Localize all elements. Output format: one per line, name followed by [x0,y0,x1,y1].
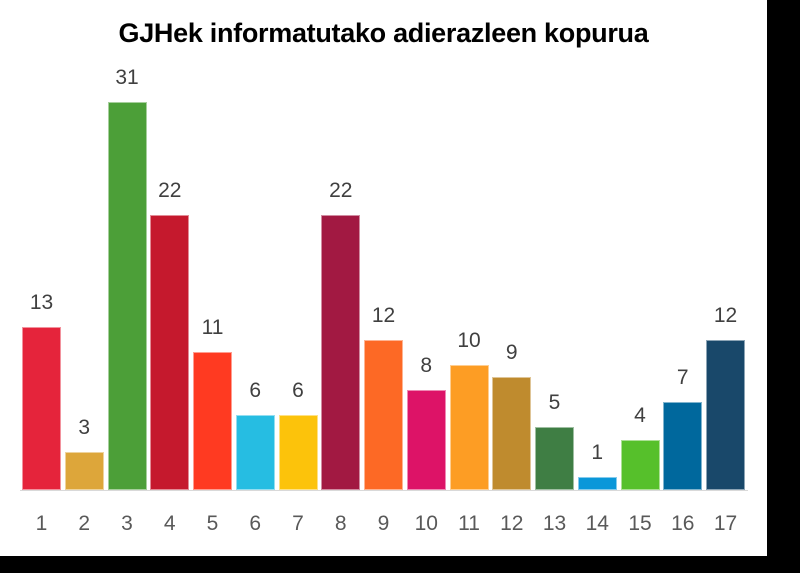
bar-6 [235,414,275,490]
bar-7 [278,414,318,490]
bar-8 [321,214,361,490]
x-tick-label: 2 [78,512,91,535]
x-axis-line [20,490,748,491]
data-label: 22 [158,178,182,202]
bar-11 [449,364,489,490]
x-tick-label: 7 [292,512,304,535]
data-label: 5 [548,391,561,415]
x-tick-label: 13 [542,512,567,535]
x-tick-label: 14 [585,512,609,535]
x-tick-label: 3 [121,512,133,535]
plot-area: 13 1 3 2 31 3 22 4 11 5 6 6 6 7 22 8 12 9 8 10 10 11 9 12 5 13 1 14… [20,65,748,535]
data-label: 8 [420,353,433,377]
x-tick-label: 1 [35,512,48,535]
data-label: 13 [29,291,54,315]
x-tick-label: 15 [628,512,652,535]
data-label: 9 [505,341,518,365]
x-tick-label: 10 [414,512,438,535]
data-label: 12 [713,303,738,327]
x-tick-label: 6 [249,512,262,535]
x-tick-label: 8 [334,512,347,535]
bar-2 [64,452,104,490]
data-label: 3 [78,416,91,440]
data-label: 7 [676,366,689,390]
bar-15 [620,439,660,490]
bar-17 [706,339,745,490]
data-label: 31 [115,65,139,89]
x-tick-label: 5 [206,512,219,535]
bar-12 [492,377,532,490]
x-tick-label: 17 [713,512,738,535]
bar-4 [150,214,190,490]
x-tick-label: 9 [377,512,390,535]
x-tick-label: 11 [458,512,480,535]
bar-14 [577,477,617,490]
bar-5 [193,352,232,490]
chart-canvas: GJHek informatutako adierazleen kopurua … [0,0,767,556]
data-label: 22 [329,178,353,202]
data-label: 12 [371,303,396,327]
data-label: 6 [292,378,304,402]
data-label: 4 [634,403,646,427]
data-label: 1 [591,441,604,465]
data-label: 11 [201,316,224,340]
bar-16 [663,402,703,490]
chart-title: GJHek informatutako adierazleen kopurua [118,18,649,48]
x-tick-label: 12 [500,512,524,535]
bar-3 [107,101,147,490]
x-tick-label: 4 [163,512,176,535]
bar-13 [535,427,574,490]
data-label: 10 [457,328,481,352]
x-tick-label: 16 [671,512,695,535]
bar-1 [22,327,61,490]
bar-10 [406,389,446,490]
bar-9 [364,339,403,490]
data-label: 6 [249,378,262,402]
